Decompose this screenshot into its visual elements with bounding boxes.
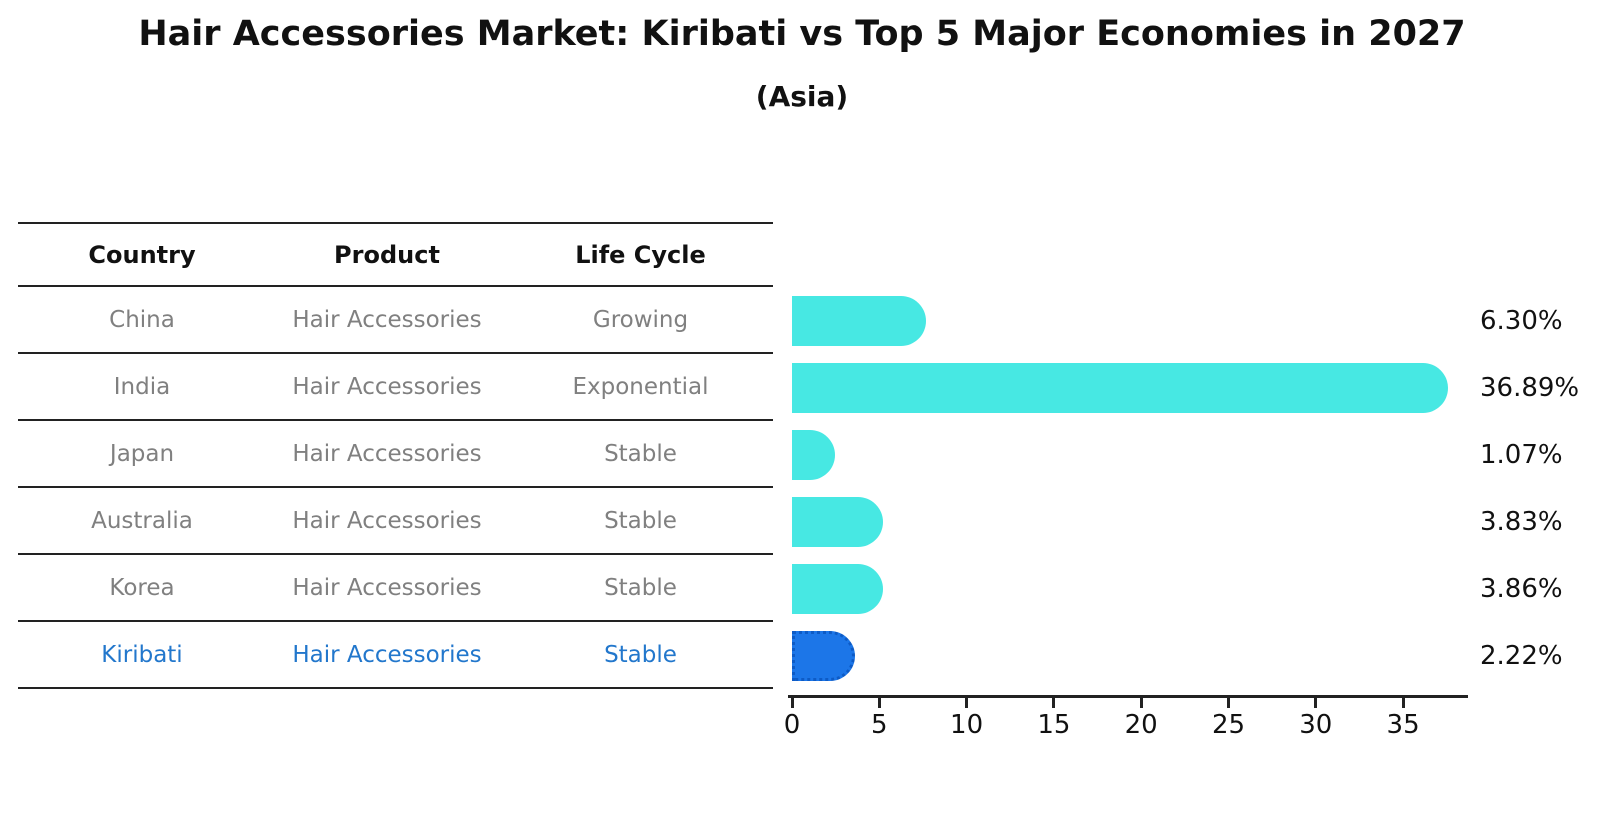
product-cell: Hair Accessories — [292, 641, 482, 668]
value-label-china: 6.30% — [1480, 305, 1563, 336]
page-title: Hair Accessories Market: Kiribati vs Top… — [138, 14, 1466, 54]
country-cell: China — [109, 306, 175, 333]
x-tick-mark — [965, 698, 969, 708]
lifecycle-cell: Growing — [592, 306, 689, 333]
table-header: Country Product Life Cycle — [18, 222, 773, 287]
table-row-kiribati: Kiribati Hair Accessories Stable 2.22% — [0, 622, 1604, 689]
country-cell: India — [113, 373, 171, 400]
bar-australia — [792, 496, 883, 547]
bar-area — [792, 354, 1448, 421]
x-tick-label: 25 — [1211, 710, 1246, 740]
value-label-australia: 3.83% — [1480, 506, 1563, 537]
table-row-korea: Korea Hair Accessories Stable 3.86% — [0, 555, 1604, 622]
bar-area — [792, 622, 1448, 689]
x-tick-label: 15 — [1037, 710, 1071, 740]
product-cell: Hair Accessories — [292, 306, 482, 333]
product-cell: Hair Accessories — [292, 373, 482, 400]
x-tick-mark — [877, 698, 881, 708]
x-tick-label: 30 — [1299, 710, 1333, 740]
page-subtitle: (Asia) — [755, 80, 849, 113]
column-header-product: Product — [334, 240, 440, 269]
x-tick-mark — [1139, 698, 1143, 708]
x-tick-label: 35 — [1386, 710, 1420, 740]
x-tick-mark — [1401, 698, 1405, 708]
value-label-korea: 3.86% — [1480, 573, 1563, 604]
product-cell: Hair Accessories — [292, 440, 482, 467]
x-tick-label: 20 — [1124, 710, 1158, 740]
bar-korea — [792, 563, 884, 614]
column-header-country: Country — [88, 240, 196, 269]
table-and-bars: Country Product Life Cycle China Hair Ac… — [0, 222, 1604, 689]
table-header-row: Country Product Life Cycle — [0, 222, 1604, 287]
bar-india — [792, 362, 1448, 413]
x-tick-label: 0 — [783, 710, 801, 740]
x-tick-label: 10 — [950, 710, 984, 740]
bar-area — [792, 488, 1448, 555]
x-tick-mark — [1227, 698, 1230, 708]
table-row-india: India Hair Accessories Exponential 36.89… — [0, 354, 1604, 421]
bar-area — [792, 421, 1448, 488]
value-label-india: 36.89% — [1480, 372, 1580, 403]
x-tick-mark — [790, 698, 794, 708]
country-cell: Korea — [109, 574, 175, 601]
x-tick-mark — [1052, 698, 1056, 708]
bar-china — [792, 295, 926, 346]
product-cell: Hair Accessories — [292, 574, 482, 601]
bar-japan — [792, 429, 835, 480]
product-cell: Hair Accessories — [292, 507, 482, 534]
lifecycle-cell: Stable — [604, 641, 677, 668]
lifecycle-cell: Exponential — [572, 373, 709, 400]
country-cell: Kiribati — [101, 641, 183, 668]
country-cell: Australia — [91, 507, 193, 534]
column-header-lifecycle: Life Cycle — [575, 240, 706, 269]
x-axis: 0 5 10 15 20 25 30 35 — [784, 695, 1468, 748]
bar-area — [792, 555, 1448, 622]
table-row-japan: Japan Hair Accessories Stable 1.07% — [0, 421, 1604, 488]
x-tick-label: 5 — [871, 710, 888, 740]
bar-kiribati — [792, 630, 855, 681]
country-cell: Japan — [109, 440, 175, 467]
value-label-kiribati: 2.22% — [1480, 640, 1563, 671]
table-row-australia: Australia Hair Accessories Stable 3.83% — [0, 488, 1604, 555]
table-row-china: China Hair Accessories Growing 6.30% — [0, 287, 1604, 354]
bar-area — [792, 287, 1448, 354]
lifecycle-cell: Stable — [604, 440, 677, 467]
lifecycle-cell: Stable — [604, 574, 677, 601]
value-label-japan: 1.07% — [1480, 439, 1563, 470]
lifecycle-cell: Stable — [604, 507, 677, 534]
x-tick-mark — [1314, 698, 1318, 708]
